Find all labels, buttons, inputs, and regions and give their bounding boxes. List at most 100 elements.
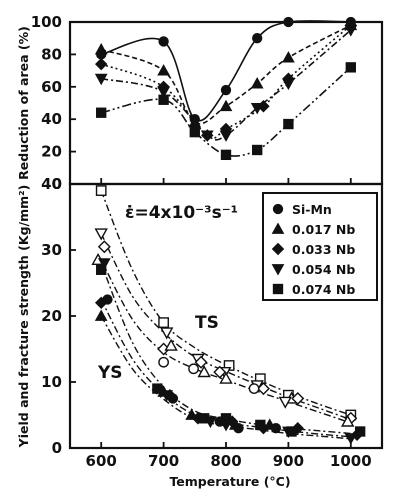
ys-data-point — [233, 423, 244, 434]
ys-data-point — [94, 309, 108, 321]
top-data-point — [219, 130, 233, 142]
bottom-y-tick-label: 20 — [41, 307, 62, 325]
bottom-panel-markers — [91, 185, 366, 445]
ts-data-point — [164, 338, 178, 351]
legend-marker — [271, 264, 285, 276]
top-panel-markers — [94, 16, 358, 161]
bottom-y-axis-label: Yield and fracture strength (Kg/mm²) — [16, 185, 31, 449]
top-y-tick-label: 20 — [41, 143, 62, 161]
top-data-point — [220, 84, 232, 96]
top-data-point — [252, 144, 263, 156]
top-y-axis-label: Reduction of area (%) — [16, 26, 31, 180]
top-data-point — [220, 149, 232, 161]
ts-data-point — [95, 185, 107, 196]
legend-label-0054-nb: 0.054 Nb — [292, 262, 355, 277]
top-data-point — [189, 126, 200, 138]
legend-box — [262, 192, 378, 301]
x-tick-label: 600 — [86, 452, 117, 470]
top-data-point — [252, 33, 263, 44]
top-data-point — [283, 118, 294, 130]
ys-curve — [100, 315, 351, 440]
top-series-line — [100, 24, 352, 139]
ts-data-point — [248, 383, 260, 394]
x-tick-label: 900 — [273, 452, 304, 470]
top-data-point — [94, 57, 108, 71]
bottom-y-tick-label: 40 — [41, 175, 62, 193]
top-y-tick-label: 0 — [52, 175, 62, 193]
top-panel: 0 20 40 60 80 100 Reduction of area (%) — [16, 13, 384, 193]
ts-data-point — [278, 396, 292, 409]
ts-curve — [100, 233, 352, 421]
ys-data-point — [96, 264, 107, 275]
top-data-point — [282, 78, 295, 91]
ts-data-point — [188, 363, 199, 375]
top-y-tick-label: 40 — [41, 110, 62, 128]
x-axis-label: Temperature (°C) — [169, 474, 290, 489]
ts-data-point — [160, 327, 174, 340]
top-data-point — [157, 86, 170, 99]
ys-data-point — [286, 426, 297, 437]
legend-marker — [272, 283, 284, 295]
x-tick-label: 1000 — [330, 452, 372, 470]
legend-marker — [272, 203, 284, 215]
ys-data-point — [270, 423, 282, 434]
top-data-point — [200, 130, 214, 142]
top-data-point — [94, 73, 108, 86]
legend-label-0033-nb: 0.033 Nb — [292, 242, 355, 257]
legend-marker — [271, 222, 285, 234]
ts-data-point — [219, 371, 233, 384]
top-data-point — [344, 25, 358, 37]
bottom-y-tick-label: 10 — [41, 373, 62, 391]
legend-markers — [271, 203, 285, 295]
x-tick-label: 800 — [210, 452, 241, 470]
ts-data-point — [194, 355, 208, 369]
top-data-point — [282, 51, 295, 63]
ts-data-point — [291, 392, 305, 405]
legend: Si-Mn 0.017 Nb 0.033 Nb 0.054 Nb 0.074 N… — [262, 192, 378, 301]
strain-rate-annotation: ε̇=4x10⁻³s⁻¹ — [125, 203, 238, 223]
ys-data-point — [97, 258, 111, 270]
ys-data-point — [219, 420, 233, 432]
ts-data-point — [213, 365, 227, 379]
ys-data-point — [204, 416, 217, 429]
ys-data-point — [94, 296, 108, 310]
ts-data-point — [97, 240, 111, 254]
top-y-tick-label: 60 — [41, 78, 62, 96]
bottom-panel: 0 10 20 30 40 600 700 800 900 1000 Yield and frac… — [16, 175, 384, 489]
legend-marker — [271, 242, 285, 256]
top-series-line — [101, 66, 352, 157]
top-data-point — [158, 36, 169, 47]
ts-data-point — [340, 414, 355, 427]
legend-label-0017-nb: 0.017 Nb — [292, 222, 355, 237]
legend-label-si-mn: Si-Mn — [292, 202, 332, 217]
x-tick-label: 700 — [148, 452, 179, 470]
top-panel-ticks: 0 20 40 60 80 100 — [31, 13, 352, 193]
bottom-y-tick-label: 0 — [52, 439, 62, 457]
ys-data-point — [354, 426, 366, 437]
ts-data-point — [94, 228, 108, 241]
ys-data-point — [167, 393, 179, 404]
bottom-panel-ticks: 0 10 20 30 40 600 700 800 900 1000 — [41, 175, 372, 470]
ts-data-point — [158, 356, 169, 368]
top-data-point — [188, 115, 202, 128]
ts-data-point — [158, 317, 169, 328]
top-data-point — [250, 77, 264, 89]
bottom-y-tick-label: 30 — [41, 241, 62, 259]
legend-label-0074-nb: 0.074 Nb — [292, 282, 355, 297]
top-data-point — [157, 64, 170, 76]
ts-data-point — [256, 382, 270, 396]
ts-curve — [100, 190, 352, 416]
top-y-tick-label: 80 — [41, 45, 62, 63]
top-data-point — [219, 99, 233, 112]
ts-data-point — [197, 365, 211, 378]
top-data-point — [94, 43, 108, 55]
top-data-point — [250, 102, 264, 115]
top-data-point — [345, 62, 356, 73]
top-data-point — [283, 16, 294, 28]
ys-curve-label: YS — [97, 363, 123, 383]
ts-curve-label: TS — [195, 313, 219, 333]
top-data-point — [158, 94, 169, 105]
top-data-point — [96, 107, 107, 118]
top-y-tick-label: 100 — [31, 13, 62, 31]
